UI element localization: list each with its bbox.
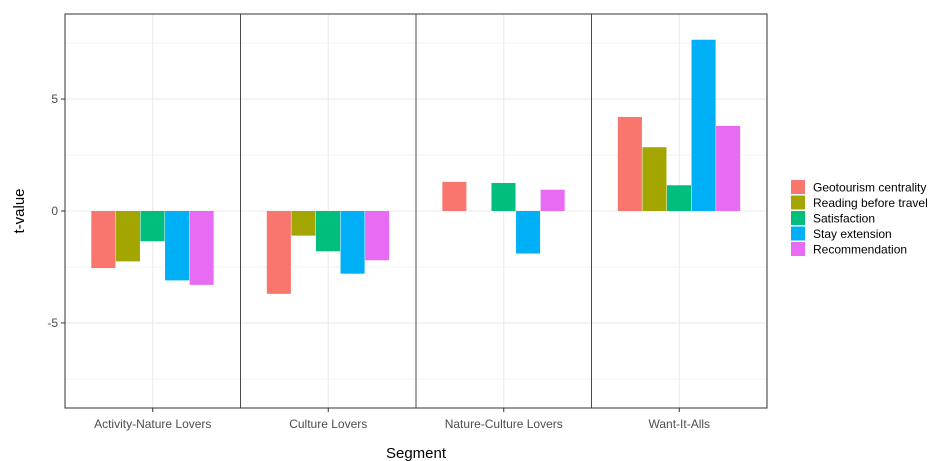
bar (189, 211, 214, 285)
legend-swatch (791, 211, 805, 225)
bar (491, 183, 516, 211)
legend-swatch (791, 242, 805, 256)
bar (442, 181, 467, 211)
bar (516, 211, 541, 254)
y-tick-label: 5 (51, 92, 58, 106)
y-tick-label: -5 (47, 316, 58, 330)
bar (716, 125, 741, 211)
bar (642, 147, 667, 211)
legend-swatch (791, 195, 805, 210)
bar (617, 116, 642, 211)
x-axis-ticks: Activity-Nature Lovers Culture Lovers Natu… (94, 408, 710, 431)
x-tick-label: Want-It-Alls (648, 417, 710, 431)
bar (91, 211, 116, 269)
bar (140, 211, 165, 242)
bars (91, 39, 741, 294)
facet-dividers (240, 14, 592, 408)
legend-label: Stay extension (813, 227, 892, 241)
legend-label: Recommendation (813, 243, 907, 257)
bar (340, 211, 365, 274)
y-axis-ticks: -5 0 5 (47, 92, 65, 330)
legend-label: Reading before travel (813, 196, 928, 210)
legend-swatch (791, 226, 805, 241)
legend-label: Geotourism centrality (813, 181, 926, 195)
bar (315, 211, 341, 252)
bar (365, 211, 390, 261)
legend-swatch (791, 180, 805, 194)
x-tick-label: Nature-Culture Lovers (445, 417, 563, 431)
x-tick-label: Activity-Nature Lovers (94, 417, 211, 431)
bar (266, 211, 291, 294)
bar (165, 211, 190, 281)
x-tick-label: Culture Lovers (289, 417, 367, 431)
legend-label: Satisfaction (813, 212, 875, 226)
bar (691, 39, 716, 211)
bar (540, 189, 565, 211)
bar (291, 211, 316, 236)
bar (115, 211, 140, 262)
bar (666, 185, 692, 211)
x-axis-title: Segment (386, 445, 447, 461)
y-tick-label: 0 (51, 204, 58, 218)
y-axis-title: t-value (11, 188, 28, 233)
